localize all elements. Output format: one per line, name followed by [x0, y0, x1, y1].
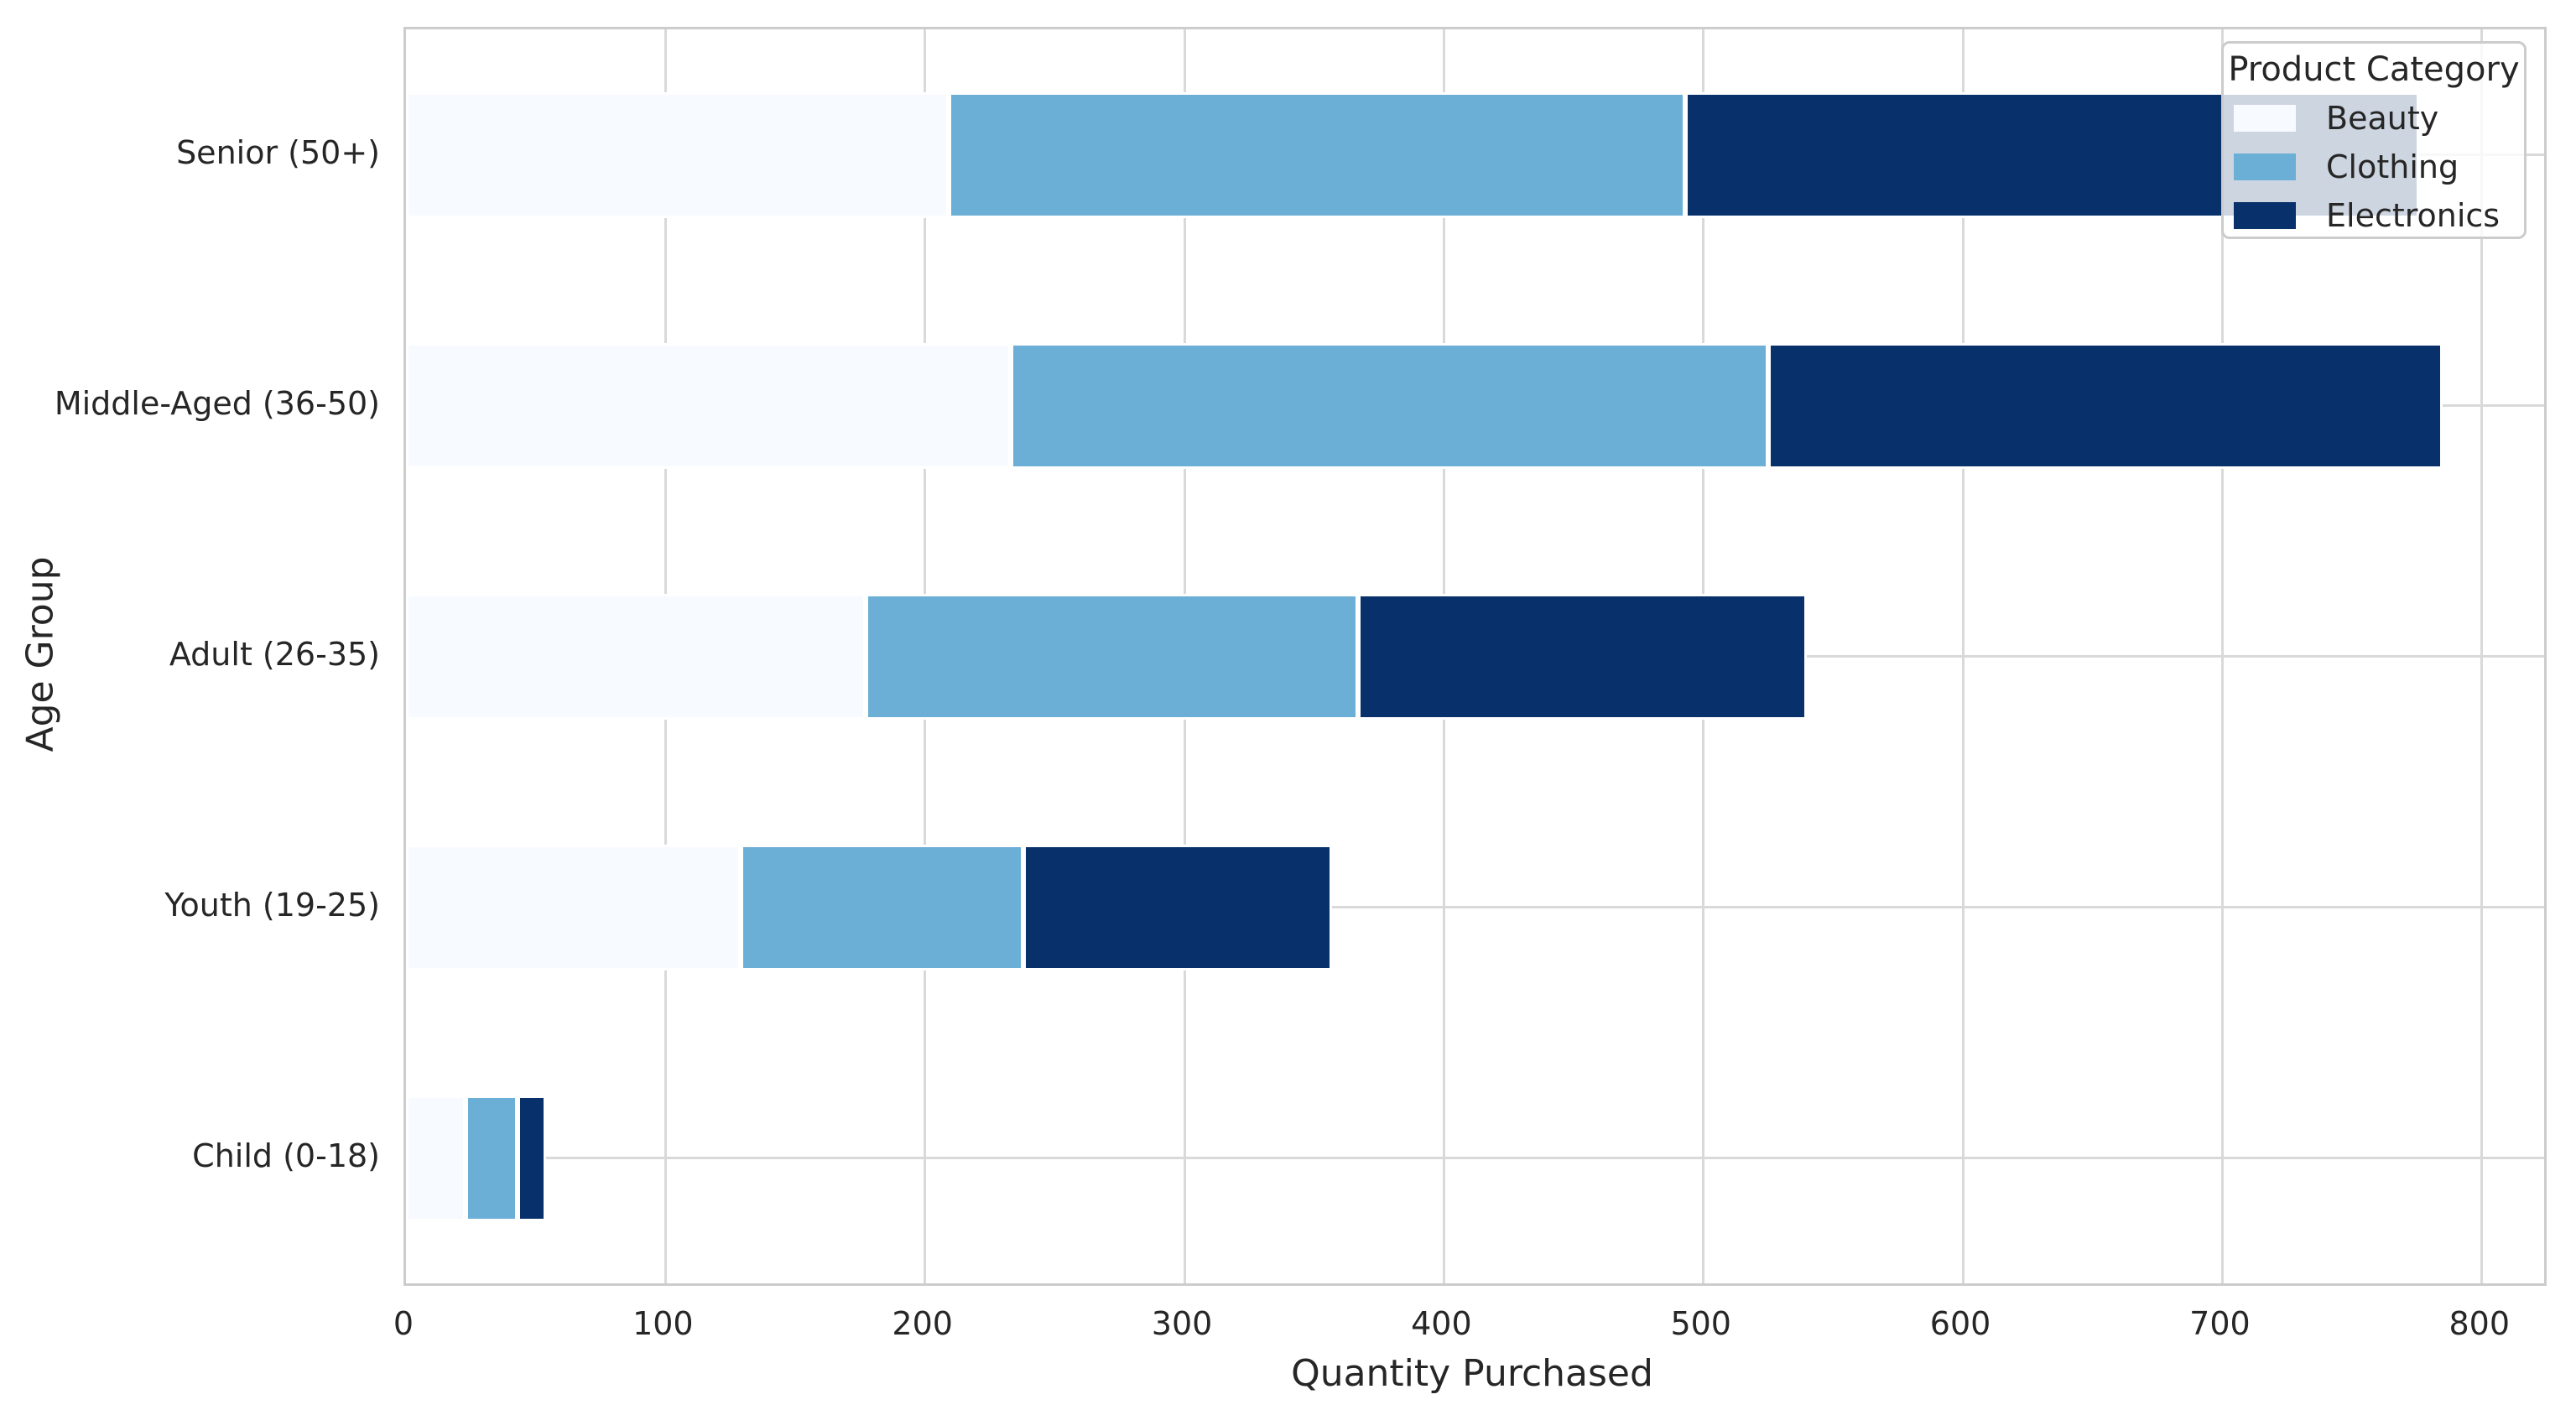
- bar-segment-clothing: [741, 844, 1024, 970]
- bar-segment-beauty: [406, 91, 949, 218]
- bar-segment-clothing: [466, 1095, 518, 1221]
- x-axis-title: Quantity Purchased: [1291, 1352, 1653, 1395]
- bar-row: [406, 1095, 547, 1221]
- y-tick-label: Middle-Aged (36-50): [54, 384, 380, 422]
- legend-items: Beauty Clothing Electronics: [2224, 94, 2524, 240]
- y-tick-label: Adult (26-35): [169, 635, 380, 673]
- bar-segment-electronics: [518, 1095, 547, 1221]
- legend-swatch: [2234, 105, 2296, 132]
- x-tick-label: 500: [1670, 1305, 1731, 1342]
- legend-item: Beauty: [2224, 94, 2524, 143]
- x-tick-label: 100: [632, 1305, 694, 1342]
- gridline-horizontal: [406, 906, 2544, 908]
- bar-segment-beauty: [406, 342, 1011, 469]
- bar-row: [406, 342, 2443, 469]
- bar-segment-clothing: [865, 593, 1359, 720]
- legend-item: Electronics: [2224, 191, 2524, 240]
- x-tick-label: 300: [1151, 1305, 1213, 1342]
- bar-segment-electronics: [1358, 593, 1808, 720]
- bar-segment-beauty: [406, 593, 866, 720]
- bar-row: [406, 844, 1333, 970]
- bar-segment-clothing: [1010, 342, 1769, 469]
- bar-segment-beauty: [406, 844, 742, 970]
- x-tick-label: 400: [1411, 1305, 1472, 1342]
- bar-segment-beauty: [406, 1095, 466, 1221]
- legend-item-label: Electronics: [2326, 197, 2501, 234]
- legend-item-label: Beauty: [2326, 100, 2439, 137]
- bar-segment-electronics: [1768, 342, 2443, 469]
- x-tick-label: 0: [393, 1305, 414, 1342]
- y-tick-label: Senior (50+): [176, 133, 380, 171]
- x-tick-label: 600: [1929, 1305, 1991, 1342]
- legend: Product Category Beauty Clothing Electroni…: [2221, 41, 2527, 239]
- bar-row: [406, 593, 1808, 720]
- bar-row: [406, 91, 2420, 218]
- x-tick-label: 800: [2449, 1305, 2511, 1342]
- legend-title: Product Category: [2228, 50, 2520, 89]
- y-tick-label: Youth (19-25): [164, 886, 380, 924]
- x-tick-label: 700: [2189, 1305, 2251, 1342]
- legend-swatch: [2234, 153, 2296, 180]
- bar-segment-electronics: [1023, 844, 1333, 970]
- legend-swatch: [2234, 202, 2296, 229]
- gridline-horizontal: [406, 1157, 2544, 1159]
- legend-item: Clothing: [2224, 143, 2524, 191]
- y-tick-label: Child (0-18): [192, 1137, 380, 1174]
- x-tick-label: 200: [892, 1305, 953, 1342]
- legend-item-label: Clothing: [2326, 148, 2459, 185]
- plot-area: [403, 27, 2547, 1286]
- bar-segment-clothing: [948, 91, 1686, 218]
